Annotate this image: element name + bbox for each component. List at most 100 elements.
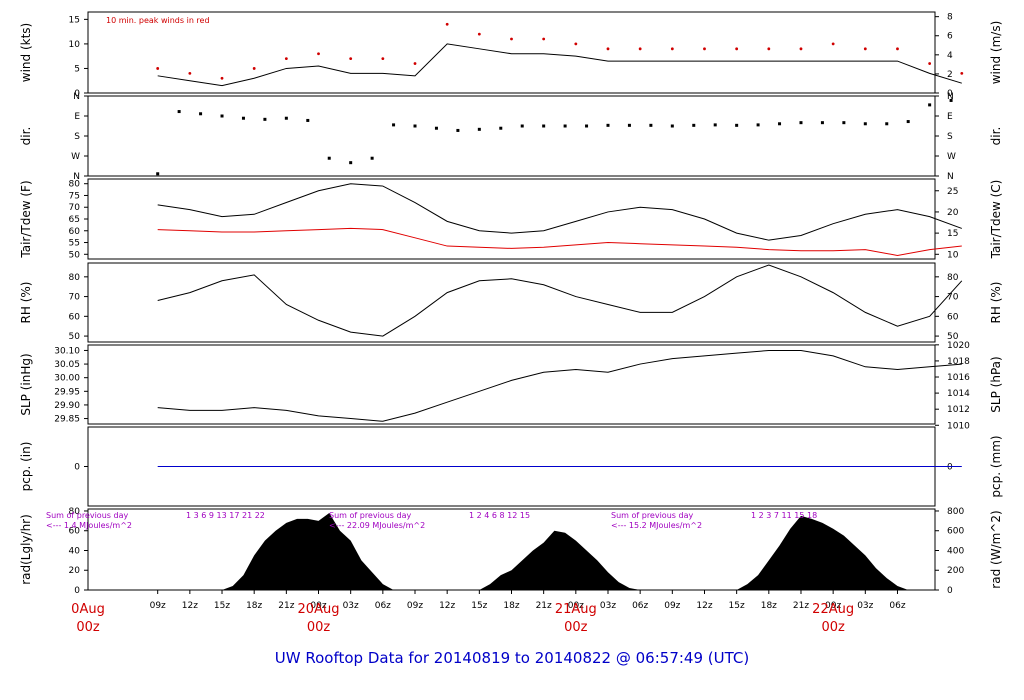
ytick-left-label: 80 (69, 507, 81, 517)
dir-point (713, 123, 717, 127)
day-hour-label: 00z (821, 620, 845, 635)
xtick-label: 15z (471, 601, 487, 611)
rad-annotation-hours: 1 2 4 6 8 12 15 (469, 511, 530, 520)
xtick-label: 18z (246, 601, 262, 611)
ytick-left-label: N (73, 172, 80, 182)
ytick-right-label: 8 (947, 13, 953, 23)
dir-point (585, 124, 589, 128)
dir-point (949, 98, 953, 102)
day-label: 21Aug (555, 602, 597, 617)
ytick-left-label: S (74, 132, 80, 142)
dir-point (627, 123, 631, 127)
dir-point (392, 123, 396, 127)
day-label: 0Aug (71, 602, 105, 617)
ytick-left-label: 29.85 (54, 415, 80, 425)
peak-wind-point (284, 57, 288, 61)
ytick-left-label: 30.05 (54, 360, 80, 370)
xtick-label: 00z (825, 601, 841, 611)
page-title: UW Rooftop Data for 20140819 to 20140822… (0, 648, 1024, 667)
ytick-right-label: 80 (947, 273, 959, 283)
xtick-label: 18z (761, 601, 777, 611)
series-line-rh (157, 264, 963, 337)
ytick-left-label: 40 (69, 546, 81, 556)
dir-point (413, 124, 417, 128)
xtick-label: 06z (375, 601, 391, 611)
dir-point (177, 110, 181, 114)
day-label: 22Aug (812, 602, 854, 617)
peak-wind-point (349, 57, 353, 61)
day-hour-label: 00z (307, 620, 331, 635)
rad-annotation-sum: <--- 22.09 MJoules/m^2 (329, 521, 425, 530)
ylabel-right-slp: SLP (hPa) (989, 356, 1003, 412)
ytick-right-label: 400 (947, 546, 964, 556)
rad-annotation-title: Sum of previous day (46, 511, 128, 520)
ytick-left-label: E (74, 112, 80, 122)
ytick-right-label: 800 (947, 507, 964, 517)
ytick-left-label: 60 (69, 227, 81, 237)
dir-point (820, 121, 824, 125)
ytick-left-label: 30.00 (54, 374, 80, 384)
xtick-label: 00z (310, 601, 326, 611)
peak-wind-point (606, 47, 610, 51)
dir-point (863, 122, 867, 126)
day-label: 20Aug (298, 602, 340, 617)
dir-point (499, 126, 503, 130)
dir-point (885, 122, 889, 126)
ylabel-right-temp: Tair/Tdew (C) (989, 180, 1003, 260)
ylabel-right-rh: RH (%) (989, 282, 1003, 324)
ylabel-left-rad: rad(Lgly/hr) (19, 514, 33, 585)
ylabel-left-rh: RH (%) (19, 282, 33, 324)
ytick-right-label: N (947, 172, 954, 182)
ylabel-left-dir: dir. (19, 127, 33, 146)
ytick-left-label: 29.95 (54, 387, 80, 397)
ytick-left-label: 0 (74, 89, 80, 99)
ytick-right-label: 4 (947, 51, 953, 61)
rad-annotation-sum: <--- 1.4 MJoules/m^2 (46, 521, 132, 530)
dir-point (542, 124, 546, 128)
rad-annotation-sum: <--- 15.2 MJoules/m^2 (611, 521, 702, 530)
dir-point (649, 123, 653, 127)
ylabel-left-temp: Tair/Tdew (F) (19, 180, 33, 258)
xtick-label: 03z (343, 601, 359, 611)
series-line-wind-0 (157, 43, 962, 87)
ytick-left-label: 60 (69, 527, 81, 537)
xtick-label: 00z (568, 601, 584, 611)
dir-point (670, 124, 674, 128)
peak-wind-point (960, 71, 964, 75)
ytick-left-label: 20 (69, 566, 81, 576)
ytick-left-label: 75 (69, 191, 80, 201)
peak-wind-point (445, 22, 449, 26)
dir-point (241, 116, 245, 120)
peak-wind-point (863, 47, 867, 51)
xtick-label: 15z (214, 601, 230, 611)
xtick-label: 18z (503, 601, 519, 611)
dir-point (199, 112, 203, 116)
dir-point (520, 124, 524, 128)
xtick-label: 06z (632, 601, 648, 611)
series-line-temp-1 (157, 227, 962, 256)
ytick-left-label: N (73, 92, 80, 102)
peak-wind-point (381, 57, 385, 61)
peak-wind-point (831, 42, 835, 46)
dir-point (477, 127, 481, 131)
dir-point (778, 122, 782, 126)
peak-wind-point (477, 32, 481, 36)
ylabel-left-pcp: pcp. (in) (19, 442, 33, 492)
peak-wind-point (767, 47, 771, 51)
ytick-right-label: 1018 (947, 357, 970, 367)
dir-point (906, 120, 910, 124)
peak-wind-point (413, 62, 417, 65)
peak-wind-point (188, 71, 192, 75)
xtick-label: 21z (536, 601, 552, 611)
dir-point (563, 124, 567, 128)
ytick-left-label: 10 (69, 40, 81, 50)
peak-wind-point (703, 47, 706, 51)
ytick-right-label: S (947, 132, 953, 142)
ytick-left-label: 30.10 (54, 346, 80, 356)
day-hour-label: 00z (76, 620, 100, 635)
ytick-right-label: 2 (947, 70, 953, 80)
day-hour-label: 00z (564, 620, 588, 635)
ytick-right-label: 60 (947, 312, 959, 322)
